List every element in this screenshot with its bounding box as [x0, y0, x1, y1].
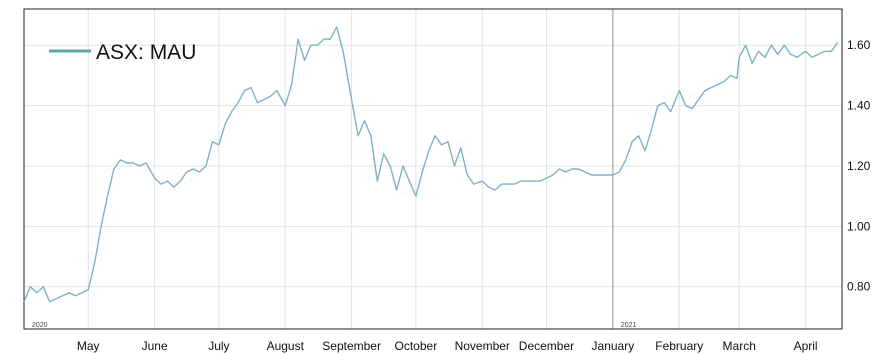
y-tick-label: 0.80 [847, 280, 871, 294]
plot-frame [23, 8, 843, 330]
x-tick-label: December [519, 339, 574, 353]
x-tick-label: August [267, 339, 305, 353]
y-tick-label: 1.40 [847, 99, 871, 113]
x-tick-label: May [77, 339, 100, 353]
y-tick-label: 1.20 [847, 159, 871, 173]
y-tick-label: 1.60 [847, 38, 871, 52]
x-tick-label: February [655, 339, 703, 353]
year-label: 2021 [621, 322, 637, 329]
x-tick-label: January [592, 339, 635, 353]
y-tick-label: 1.00 [847, 219, 871, 233]
series-layer [23, 26, 839, 303]
x-tick-label: April [794, 339, 818, 353]
x-axis-ticks: May June July August September October Novembe… [32, 322, 818, 353]
x-tick-label: October [395, 339, 438, 353]
x-tick-label: July [208, 339, 229, 353]
x-tick-label: June [142, 339, 168, 353]
series-line-asx-mau [23, 26, 839, 303]
x-tick-label: September [322, 339, 381, 353]
legend-label: ASX: MAU [96, 41, 196, 64]
x-tick-label: November [455, 339, 510, 353]
year-label: 2020 [32, 322, 48, 329]
legend: ASX: MAU [49, 41, 196, 64]
x-tick-label: March [723, 339, 756, 353]
y-axis-ticks: 0.80 1.00 1.20 1.40 1.60 [847, 38, 871, 294]
